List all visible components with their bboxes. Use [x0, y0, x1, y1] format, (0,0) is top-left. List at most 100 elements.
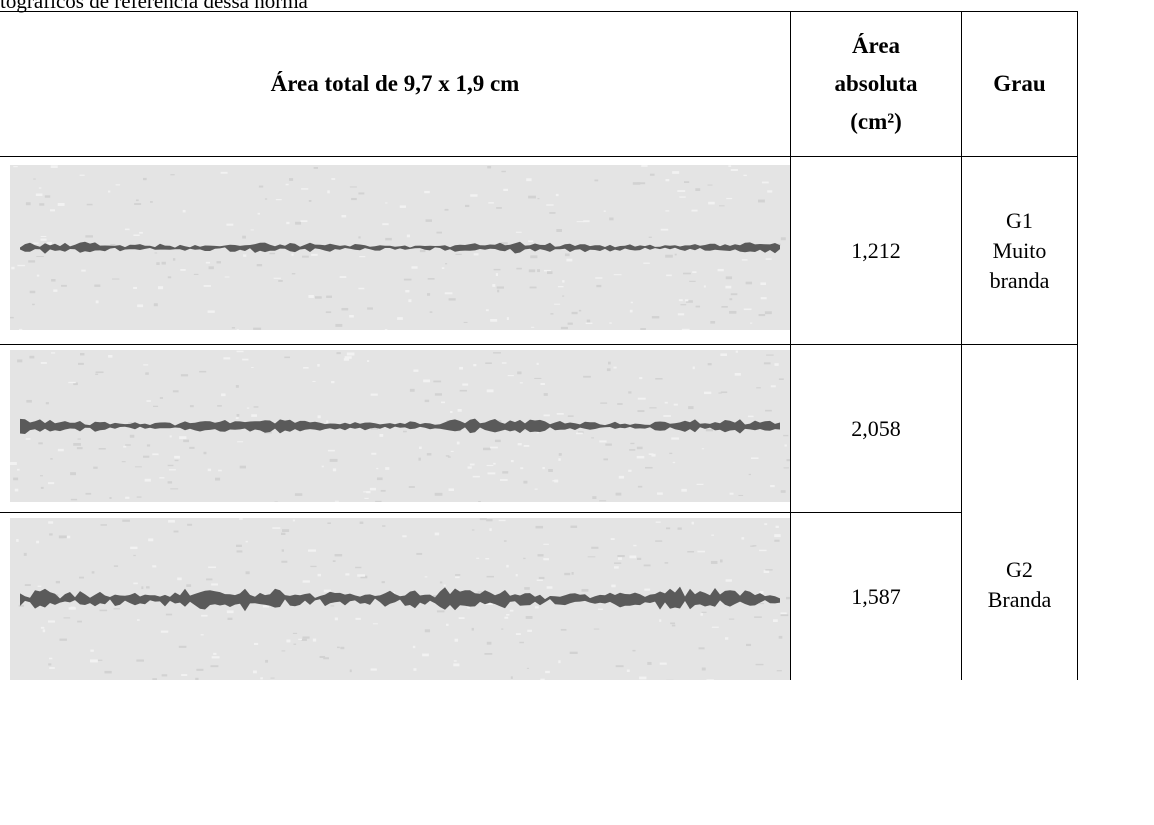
texture [419, 447, 422, 449]
texture [506, 614, 509, 616]
header-text: (cm²) [850, 103, 902, 141]
texture [269, 253, 275, 254]
texture [30, 291, 36, 293]
texture [718, 392, 721, 393]
texture [423, 379, 430, 382]
texture [665, 179, 669, 181]
texture [758, 200, 765, 203]
texture [527, 630, 532, 632]
texture [237, 441, 243, 442]
texture [605, 443, 612, 445]
texture [765, 569, 772, 570]
texture [765, 311, 772, 314]
texture [291, 254, 293, 256]
texture [36, 193, 43, 196]
texture [557, 413, 564, 415]
texture [109, 497, 111, 499]
texture [773, 619, 778, 622]
texture [695, 188, 700, 191]
header-text: Área [852, 27, 900, 65]
texture [381, 490, 386, 492]
texture [783, 435, 788, 436]
texture [594, 629, 599, 630]
texture [784, 467, 789, 468]
texture [752, 545, 756, 546]
texture [771, 385, 776, 387]
texture [537, 580, 543, 581]
texture [168, 465, 174, 466]
texture [237, 351, 244, 352]
texture [17, 469, 20, 471]
texture [243, 254, 246, 256]
texture [570, 652, 578, 654]
texture [542, 467, 544, 469]
texture [314, 167, 318, 169]
texture [473, 476, 480, 478]
texture [318, 415, 321, 418]
texture [470, 194, 477, 196]
texture [73, 443, 81, 446]
texture [554, 304, 560, 305]
texture [379, 434, 383, 437]
texture [527, 668, 529, 669]
texture [483, 448, 491, 451]
texture [544, 415, 550, 417]
texture [779, 378, 784, 380]
texture [661, 229, 668, 231]
texture [502, 471, 508, 473]
texture [385, 202, 387, 203]
texture [592, 496, 596, 499]
texture [445, 263, 447, 264]
texture [293, 520, 295, 522]
texture [660, 663, 667, 665]
texture [544, 393, 548, 396]
texture [706, 429, 713, 431]
texture [87, 204, 93, 206]
texture [549, 212, 555, 214]
texture [697, 551, 705, 553]
texture [570, 526, 577, 528]
texture [656, 522, 661, 523]
texture [583, 220, 589, 222]
texture [15, 489, 19, 492]
texture [173, 390, 179, 392]
texture [19, 605, 24, 607]
texture [440, 581, 442, 583]
texture [385, 238, 392, 240]
texture [487, 389, 494, 392]
texture [133, 555, 135, 556]
texture [516, 232, 522, 233]
texture [684, 181, 689, 183]
texture [413, 646, 415, 648]
texture [630, 310, 633, 313]
texture [565, 253, 570, 256]
texture [400, 205, 406, 208]
texture [68, 382, 75, 383]
texture [143, 364, 148, 365]
texture [170, 435, 172, 437]
texture [643, 263, 650, 264]
texture [125, 229, 130, 231]
page: tográficos de referência dessa norma Áre… [0, 0, 1154, 680]
texture [687, 551, 694, 552]
texture [562, 295, 564, 296]
texture [561, 327, 568, 329]
texture [576, 433, 583, 435]
texture [209, 266, 214, 269]
texture [274, 278, 281, 279]
texture [485, 558, 489, 559]
texture [637, 558, 641, 560]
grade-text: Branda [988, 585, 1052, 615]
texture [134, 203, 141, 205]
texture [598, 609, 603, 610]
texture [435, 493, 443, 496]
texture [488, 202, 493, 204]
texture [616, 665, 624, 667]
texture [59, 639, 66, 641]
texture [158, 286, 163, 289]
texture [162, 262, 166, 265]
texture [712, 627, 719, 628]
texture [619, 476, 624, 479]
texture [720, 559, 723, 562]
texture [516, 268, 522, 270]
